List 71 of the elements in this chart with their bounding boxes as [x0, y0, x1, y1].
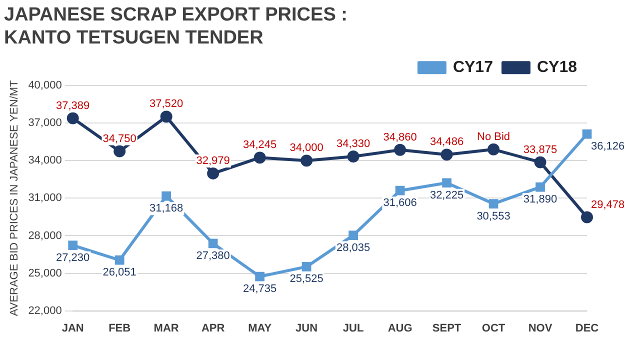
point	[162, 191, 172, 201]
y-tick-label: 34,000	[28, 154, 62, 167]
data-label: 24,735	[242, 283, 277, 296]
point	[395, 186, 405, 196]
data-label: 28,035	[336, 242, 370, 254]
data-label: 31,168	[150, 202, 184, 215]
data-label: 32,979	[196, 154, 230, 167]
point	[302, 262, 312, 272]
data-label: 37,389	[56, 100, 90, 112]
point	[348, 230, 358, 240]
y-tick-label: 31,000	[28, 192, 62, 204]
point	[300, 154, 313, 167]
point	[114, 145, 126, 158]
point	[207, 167, 220, 180]
y-tick-label: 40,000	[28, 80, 62, 92]
data-label: 31,890	[523, 194, 558, 206]
point	[582, 129, 592, 139]
x-tick-label: MAR	[154, 322, 179, 334]
data-label: 34,245	[242, 139, 277, 152]
data-label: 33,875	[523, 144, 558, 156]
legend-label: CY18	[536, 59, 578, 76]
data-label: 34,486	[430, 136, 464, 148]
y-tick-label: 22,000	[28, 304, 62, 317]
data-label: 34,860	[383, 131, 417, 144]
point	[394, 144, 406, 156]
data-label: 27,380	[196, 250, 230, 262]
point	[536, 182, 545, 192]
x-tick-label: JUN	[296, 322, 318, 334]
x-tick-label: SEPT	[432, 322, 462, 334]
data-label: No Bid	[477, 130, 510, 143]
y-tick-label: 28,000	[28, 230, 62, 242]
x-tick-label: FEB	[108, 322, 131, 334]
point	[255, 272, 264, 282]
x-tick-label: MAY	[248, 322, 272, 334]
x-tick-label: NOV	[528, 322, 553, 334]
point	[347, 150, 360, 163]
x-tick-label: OCT	[482, 322, 506, 334]
x-tick-label: JAN	[62, 322, 84, 334]
x-tick-label: APR	[201, 322, 225, 334]
point	[442, 178, 452, 188]
y-tick-label: 37,000	[28, 117, 62, 130]
data-label: 37,520	[150, 98, 184, 110]
data-label: 30,553	[476, 210, 510, 222]
data-label: 31,606	[383, 197, 417, 210]
x-tick-label: JUL	[342, 322, 364, 334]
x-tick-label: AUG	[388, 322, 412, 334]
point	[488, 143, 500, 156]
data-label: 34,330	[336, 138, 370, 150]
point	[114, 255, 124, 265]
point	[440, 148, 453, 161]
point	[254, 152, 266, 164]
data-label: 25,525	[290, 273, 324, 286]
point	[208, 238, 218, 248]
point	[68, 240, 78, 250]
y-tick-label: 25,000	[28, 267, 62, 280]
data-label: 34,750	[102, 132, 136, 145]
data-label: 26,051	[102, 266, 136, 279]
point	[488, 199, 498, 208]
data-label: 27,230	[56, 252, 90, 264]
point	[534, 156, 546, 168]
y-axis-title: AVERAGE BID PRICES IN JAPANESE YEN/MT	[8, 80, 21, 316]
point	[581, 211, 593, 224]
data-label: 36,126	[591, 140, 625, 153]
x-tick-label: DEC	[575, 322, 599, 334]
data-label: 29,478	[591, 198, 625, 211]
point	[160, 110, 172, 123]
data-label: 32,225	[430, 189, 464, 202]
point	[66, 112, 79, 124]
legend-label: CY17	[452, 59, 494, 76]
data-label: 34,000	[290, 142, 324, 154]
chart-title: JAPANESE SCRAP EXPORT PRICES : KANTO TETSUGEN TENDER	[4, 4, 348, 48]
